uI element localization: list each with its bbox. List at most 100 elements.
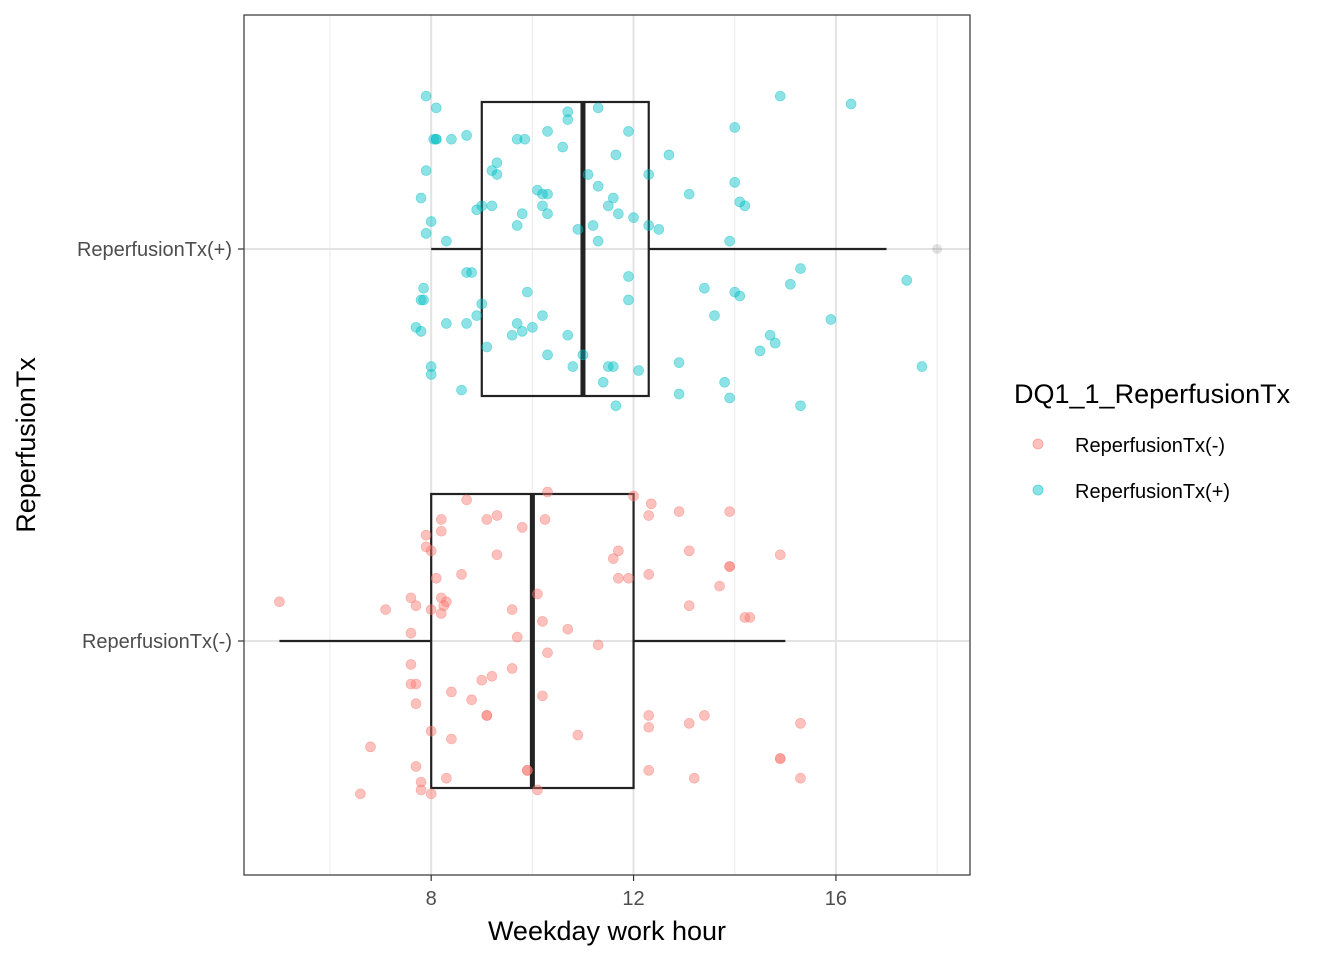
- data-point: [608, 361, 619, 372]
- legend-title: DQ1_1_ReperfusionTx: [1014, 379, 1291, 409]
- data-point: [410, 761, 422, 772]
- data-point: [511, 318, 523, 329]
- x-tick-label: 12: [622, 888, 644, 910]
- data-point: [491, 169, 503, 180]
- data-point: [597, 376, 609, 388]
- y-axis-title: ReperfusionTx: [11, 357, 41, 533]
- data-point: [683, 188, 695, 200]
- data-point: [415, 294, 427, 306]
- data-point: [511, 133, 523, 145]
- data-point: [522, 286, 533, 298]
- data-point: [643, 169, 655, 180]
- outlier-point: [932, 244, 943, 254]
- data-point: [410, 698, 422, 710]
- data-point: [430, 133, 442, 145]
- data-point: [613, 208, 624, 220]
- data-point: [643, 510, 655, 521]
- data-point: [425, 604, 437, 615]
- data-point: [562, 106, 574, 118]
- data-point: [461, 494, 472, 506]
- data-point: [734, 290, 746, 302]
- data-point: [441, 772, 452, 784]
- data-point: [506, 663, 518, 674]
- data-point: [537, 616, 548, 627]
- data-point: [522, 765, 533, 776]
- legend-key: [1032, 438, 1044, 450]
- data-point: [461, 130, 472, 141]
- data-point: [774, 90, 786, 102]
- data-point: [415, 776, 427, 788]
- data-point: [425, 361, 437, 372]
- data-point: [825, 314, 837, 325]
- data-point: [425, 369, 437, 380]
- data-point: [511, 631, 523, 643]
- data-point: [420, 165, 432, 176]
- data-point: [602, 200, 614, 212]
- data-point: [567, 361, 579, 372]
- data-point: [572, 224, 584, 235]
- data-point: [420, 90, 432, 102]
- data-point: [623, 572, 634, 584]
- data-point: [542, 486, 553, 498]
- data-point: [430, 572, 442, 584]
- data-point: [562, 114, 574, 125]
- box-iqr: [480, 100, 650, 398]
- data-point: [436, 608, 447, 619]
- axes: 8 12 16 ReperfusionTx(-) ReperfusionTx(+): [77, 239, 847, 910]
- data-point: [405, 627, 417, 639]
- data-point: [418, 282, 429, 294]
- data-point: [557, 141, 569, 153]
- data-point: [441, 235, 452, 247]
- data-point: [688, 772, 700, 784]
- data-point: [516, 208, 528, 220]
- data-point: [724, 235, 735, 247]
- data-point: [795, 718, 806, 729]
- data-point: [683, 545, 695, 557]
- data-point: [441, 596, 452, 608]
- grid-lines: [244, 15, 970, 875]
- data-point: [623, 271, 634, 282]
- data-point: [516, 326, 528, 337]
- jitter-points: [274, 90, 928, 800]
- data-point: [527, 322, 538, 333]
- data-point: [572, 729, 584, 741]
- data-point: [471, 310, 483, 321]
- data-point: [476, 298, 488, 310]
- x-tick-label: 16: [825, 888, 847, 910]
- data-point: [539, 514, 551, 525]
- data-point: [537, 310, 548, 321]
- data-point: [592, 235, 604, 247]
- data-point: [610, 400, 622, 412]
- x-tick-label: 8: [426, 888, 437, 910]
- data-point: [663, 149, 675, 161]
- data-point: [355, 788, 366, 800]
- data-point: [643, 220, 655, 231]
- data-point: [542, 208, 553, 220]
- x-axis-title: Weekday work hour: [488, 916, 726, 946]
- box-layer: [279, 100, 943, 790]
- data-point: [744, 612, 756, 623]
- data-point: [754, 345, 766, 357]
- data-point: [476, 200, 488, 212]
- data-point: [511, 220, 523, 231]
- data-point: [562, 623, 574, 635]
- data-point: [613, 572, 624, 584]
- data-point: [542, 647, 553, 659]
- data-point: [542, 349, 553, 361]
- data-point: [456, 384, 467, 396]
- data-point: [428, 133, 440, 145]
- data-point: [491, 157, 503, 169]
- data-point: [436, 514, 447, 525]
- data-point: [516, 522, 528, 533]
- data-point: [901, 275, 913, 286]
- data-point: [481, 514, 493, 525]
- data-point: [519, 133, 531, 145]
- data-point: [542, 188, 553, 200]
- data-point: [608, 553, 619, 564]
- data-point: [714, 580, 725, 592]
- data-point: [446, 686, 457, 698]
- data-point: [491, 510, 503, 521]
- data-point: [537, 690, 548, 702]
- data-point: [673, 506, 685, 517]
